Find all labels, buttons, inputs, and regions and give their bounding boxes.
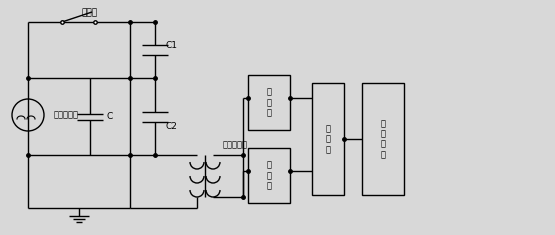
- Text: C2: C2: [165, 122, 177, 131]
- Bar: [248, 148, 290, 203]
- Bar: [362, 83, 404, 195]
- Text: 试验变压器: 试验变压器: [53, 110, 78, 120]
- Text: 合
并
器: 合 并 器: [325, 124, 330, 154]
- Bar: [312, 83, 344, 195]
- Text: 断路器: 断路器: [82, 8, 98, 17]
- Text: 电压转换器: 电压转换器: [223, 141, 248, 149]
- Text: 采
集
器: 采 集 器: [266, 161, 271, 190]
- Text: C1: C1: [165, 40, 177, 50]
- Text: 故
障
录
波: 故 障 录 波: [381, 119, 386, 159]
- Text: 采
集
器: 采 集 器: [266, 88, 271, 118]
- Bar: [248, 75, 290, 130]
- Text: C: C: [107, 112, 113, 121]
